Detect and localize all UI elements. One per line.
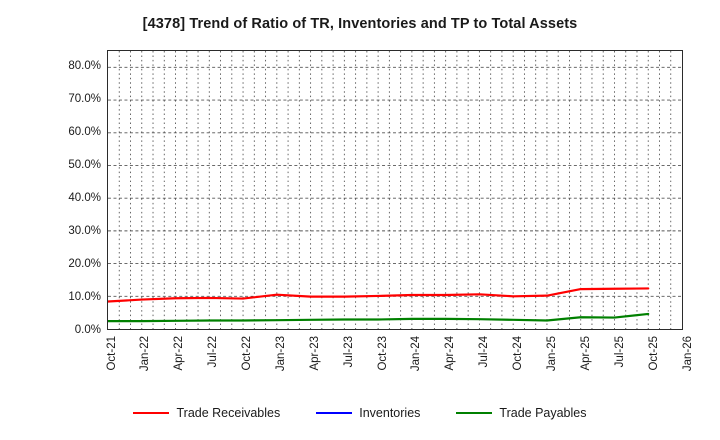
y-axis-tick-label: 0.0% [74,324,101,336]
legend-label: Trade Receivables [176,406,281,420]
legend-label: Trade Payables [499,406,587,420]
x-axis-tick-label: Oct-25 [647,336,660,371]
chart-title: [4378] Trend of Ratio of TR, Inventories… [142,16,578,32]
x-axis-tick-label: Oct-23 [376,336,389,371]
x-axis-tick-label: Jan-23 [274,336,287,372]
x-axis-tick-label: Jul-23 [342,336,355,368]
y-axis-tick-label: 10.0% [68,291,101,304]
legend-color-swatch [456,412,493,414]
x-axis-tick-label: Jul-22 [207,336,220,368]
x-axis-tick-label: Jul-24 [478,336,491,368]
legend-item[interactable]: Trade Payables [456,406,587,420]
y-axis-tick-label: 50.0% [68,159,101,172]
x-axis-tick-label: Jul-25 [613,336,626,368]
series-line [108,287,650,303]
y-axis-tick-label: 70.0% [68,93,101,106]
x-axis-tick-label: Oct-21 [105,336,118,371]
y-axis-labels: 0.0% 10.0% 20.0% 30.0% 40.0% 50.0% 60.0% 70.0% 8… [0,50,101,336]
plot-area [107,50,683,330]
x-axis-tick-label: Jan-22 [139,336,152,372]
x-axis-tick-label: Oct-24 [512,336,525,371]
x-axis-tick-label: Apr-23 [308,336,321,371]
y-axis-tick-label: 60.0% [68,126,101,139]
x-axis-tick-label: Apr-24 [444,336,457,371]
y-axis-tick-label: 80.0% [68,60,101,73]
legend-label: Inventories [359,406,421,420]
y-axis-tick-label: 40.0% [68,192,101,205]
series-line [108,312,650,323]
legend-color-swatch [133,412,170,414]
x-axis-tick-label: Apr-22 [173,336,186,371]
x-axis-labels: Oct-21 Jan-22 Apr-22 Jul-22 Oct-22 Jan-23 Apr-… [105,332,694,402]
chart-legend: Trade Receivables Inventories Trade Payabl… [0,406,720,420]
gridlines [108,51,682,329]
series-lines [108,287,650,323]
legend-color-swatch [316,412,353,414]
x-axis-tick-label: Jan-24 [410,336,423,372]
x-axis-tick-label: Jan-25 [545,336,558,372]
legend-item[interactable]: Trade Receivables [133,406,280,420]
y-axis-tick-label: 30.0% [68,225,101,238]
x-axis-tick-label: Apr-25 [579,336,592,371]
x-axis-tick-label: Oct-22 [241,336,254,371]
y-axis-tick-label: 20.0% [68,258,101,271]
x-axis-tick-label: Jan-26 [681,336,694,372]
legend-item[interactable]: Inventories [316,406,420,420]
